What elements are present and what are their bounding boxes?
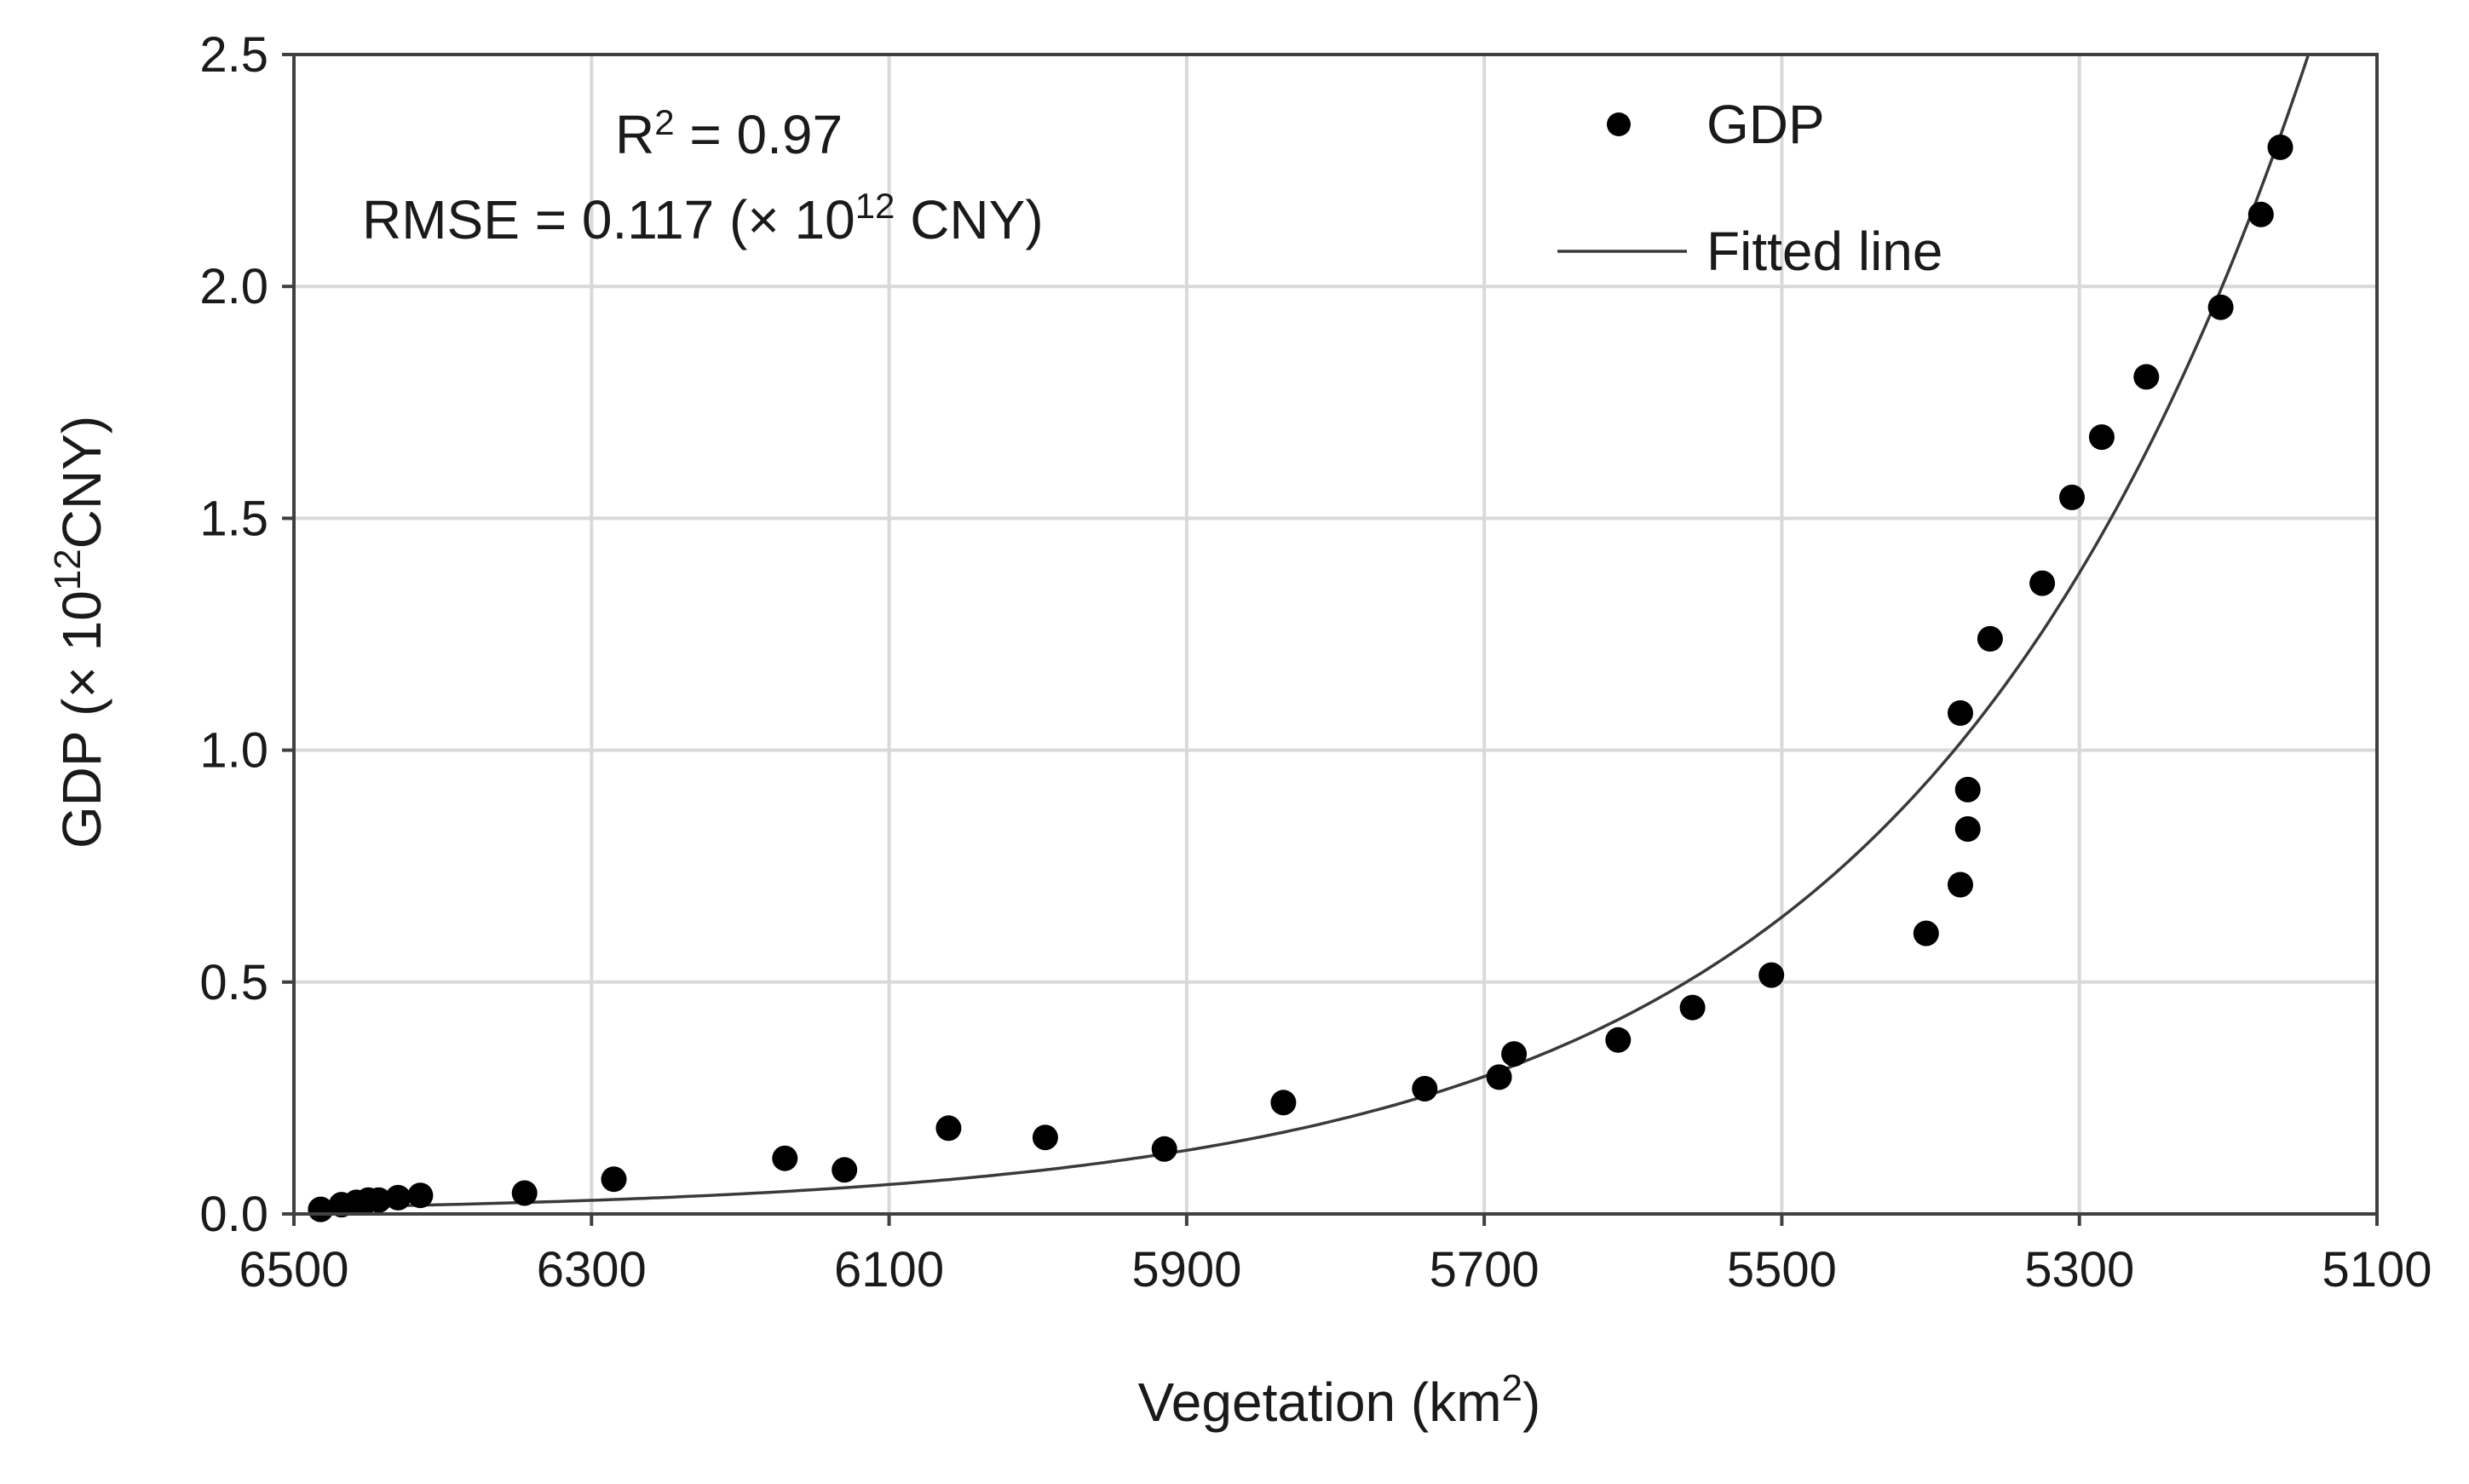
gdp-data-point	[1758, 962, 1785, 988]
fitted-line	[308, 54, 2311, 1210]
x-tick-label: 5700	[1430, 1242, 1540, 1297]
gdp-data-point	[832, 1157, 858, 1183]
y-axis-title: GDP (× 1012CNY)	[47, 416, 112, 848]
x-axis-ticks: 6500 6300 6100 5900 5700 5500 5300 5100	[239, 1214, 2432, 1297]
gdp-data-point	[365, 1187, 392, 1213]
gdp-data-point	[935, 1115, 962, 1142]
gdp-data-point	[1977, 625, 2003, 652]
gdp-data-point	[2207, 294, 2234, 320]
gdp-data-point	[1954, 816, 1981, 843]
x-tick-label: 5900	[1131, 1242, 1241, 1297]
gdp-data-point	[2088, 424, 2115, 451]
legend-label-gdp: GDP	[1706, 94, 1825, 155]
gdp-data-point	[1948, 700, 1973, 726]
y-axis-ticks: 0.0 0.5 1.0 1.5 2.0 2.5	[199, 27, 294, 1242]
y-tick-label: 2.5	[199, 27, 268, 83]
gdp-data-point	[2267, 134, 2293, 160]
gdp-data-point	[2059, 484, 2085, 510]
x-axis-title: Vegetation (km2)	[1138, 1367, 1541, 1433]
gdp-data-point	[407, 1182, 434, 1209]
gdp-data-point	[1501, 1041, 1528, 1067]
gdp-data-point	[1486, 1064, 1512, 1090]
y-tick-label: 0.5	[199, 955, 268, 1010]
gdp-data-point	[1954, 776, 1981, 802]
x-tick-label: 6100	[834, 1242, 944, 1297]
gdp-data-point	[1032, 1125, 1058, 1151]
gdp-data-point	[772, 1145, 798, 1171]
y-tick-label: 0.0	[199, 1187, 268, 1242]
y-tick-label: 1.0	[199, 723, 268, 779]
gdp-data-point	[601, 1166, 627, 1193]
gdp-data-point	[1605, 1027, 1632, 1053]
gdp-data-point	[2133, 364, 2160, 390]
gdp-data-point	[2029, 570, 2056, 596]
plot-area-border	[292, 53, 2379, 1216]
rmse-annotation: RMSE = 0.117 (× 1012 CNY)	[362, 186, 1044, 250]
gdp-data-point	[1412, 1076, 1438, 1101]
x-tick-label: 5100	[2322, 1242, 2432, 1297]
y-tick-label: 2.0	[199, 259, 268, 314]
gdp-data-point	[1151, 1136, 1177, 1162]
gdp-data-point	[1948, 871, 1973, 898]
gdp-data-point	[2247, 201, 2274, 227]
fitted-curve-layer	[308, 54, 2311, 1210]
r-squared-annotation: R2 = 0.97	[615, 102, 843, 165]
x-tick-label: 6500	[239, 1242, 348, 1297]
data-points	[308, 134, 2293, 1222]
gdp-data-point	[308, 1196, 334, 1222]
legend-label-fitted-line: Fitted line	[1706, 221, 1942, 282]
x-tick-label: 5500	[1727, 1242, 1837, 1297]
y-tick-label: 1.5	[199, 491, 268, 546]
legend-marker-gdp	[1607, 112, 1631, 136]
gdp-data-point	[1270, 1090, 1297, 1116]
gdp-data-point	[1679, 994, 1706, 1021]
x-tick-label: 6300	[537, 1242, 647, 1297]
gdp-data-point	[385, 1184, 412, 1211]
legend: GDP Fitted line	[1557, 94, 1942, 282]
gdp-data-point	[511, 1180, 538, 1206]
gdp-data-point	[1913, 920, 1939, 946]
x-tick-label: 5300	[2024, 1242, 2134, 1297]
